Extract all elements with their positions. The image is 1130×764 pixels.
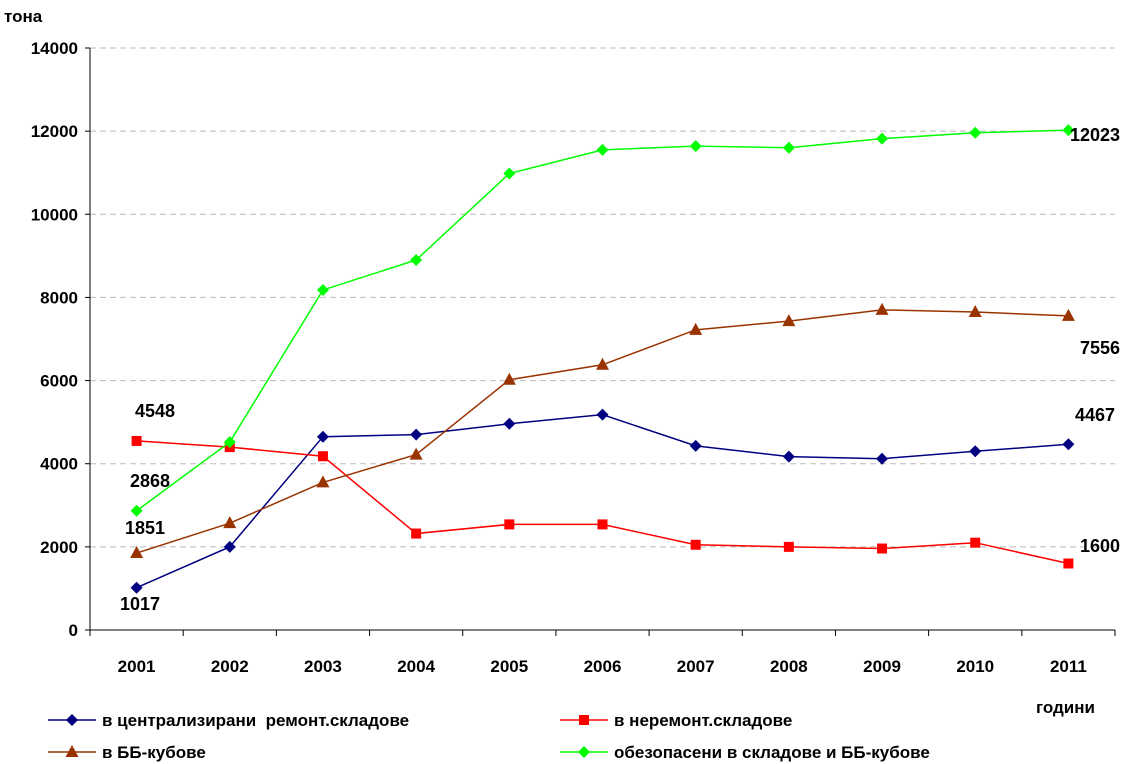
data-label-1-10: 1600 xyxy=(1080,536,1120,556)
x-tick-label-2003: 2003 xyxy=(304,657,342,676)
y-tick-label-3: 6000 xyxy=(40,372,78,391)
point-1-2001 xyxy=(131,435,142,446)
x-tick-label-2008: 2008 xyxy=(770,657,808,676)
legend-item-1: в неремонт.складове xyxy=(560,711,792,730)
point-0-2009 xyxy=(876,452,889,465)
point-3-2008 xyxy=(782,141,795,154)
y-tick-label-6: 12000 xyxy=(31,122,78,141)
axes xyxy=(85,47,1116,636)
legend: в централизирани ремонт.складове в неремо… xyxy=(48,711,930,762)
series-1 xyxy=(131,435,1074,569)
x-tick-label-2007: 2007 xyxy=(677,657,715,676)
point-2-2003 xyxy=(316,475,330,488)
legend-item-0: в централизирани ремонт.складове xyxy=(48,711,409,730)
point-1-2006 xyxy=(597,519,608,530)
y-tick-label-4: 8000 xyxy=(40,288,78,307)
point-1-2004 xyxy=(411,528,422,539)
point-3-2002 xyxy=(223,436,236,449)
point-2-2004 xyxy=(409,447,423,460)
y-tick-label-5: 10000 xyxy=(31,205,78,224)
point-1-2007 xyxy=(690,539,701,550)
gridlines xyxy=(90,47,1115,548)
point-0-2002 xyxy=(223,540,236,553)
x-tick-label-2005: 2005 xyxy=(490,657,528,676)
x-tick-label-2010: 2010 xyxy=(956,657,994,676)
x-tick-label-2001: 2001 xyxy=(118,657,156,676)
point-0-2003 xyxy=(316,430,329,443)
point-1-2010 xyxy=(970,537,981,548)
point-2-2002 xyxy=(223,516,237,529)
point-0-2011 xyxy=(1062,438,1075,451)
point-2-2006 xyxy=(596,357,609,370)
x-tick-label-2009: 2009 xyxy=(863,657,901,676)
series-0 xyxy=(130,408,1075,594)
legend-marker-0 xyxy=(66,714,78,726)
point-2-2007 xyxy=(689,322,703,335)
point-3-2006 xyxy=(596,143,609,156)
point-0-2004 xyxy=(410,428,423,441)
point-2-2011 xyxy=(1061,308,1075,321)
legend-item-3: обезопасени в складове и ББ-кубове xyxy=(560,743,930,762)
x-tick-label-2002: 2002 xyxy=(211,657,249,676)
point-0-2008 xyxy=(782,450,795,463)
series-line-2 xyxy=(136,309,1069,554)
series-line-3 xyxy=(136,129,1069,512)
x-tick-labels: 2001 2002 2003 2004 2005 2006 2007 2008 2009 2010… xyxy=(118,657,1087,676)
point-2-2009 xyxy=(875,302,889,315)
data-label-3-10: 12023 xyxy=(1070,125,1120,145)
legend-label-2: в ББ-кубове xyxy=(102,743,206,762)
x-tick-label-2006: 2006 xyxy=(584,657,622,676)
point-0-2001 xyxy=(130,581,143,594)
y-tick-label-1: 2000 xyxy=(40,538,78,557)
legend-label-0: в централизирани ремонт.складове xyxy=(102,711,409,730)
point-1-2009 xyxy=(877,543,888,554)
point-3-2003 xyxy=(316,283,329,296)
x-axis-label: години xyxy=(1036,698,1095,717)
series-2 xyxy=(130,302,1075,559)
y-tick-label-7: 14000 xyxy=(31,39,78,58)
data-label-0-10: 4467 xyxy=(1075,405,1115,425)
point-3-2001 xyxy=(130,504,143,517)
point-3-2005 xyxy=(503,167,516,180)
point-0-2005 xyxy=(503,417,516,430)
x-tick-label-2011: 2011 xyxy=(1050,657,1087,676)
point-1-2005 xyxy=(504,519,515,530)
legend-marker-1 xyxy=(579,715,589,725)
legend-label-3: обезопасени в складове и ББ-кубове xyxy=(614,743,930,762)
point-0-2007 xyxy=(689,439,702,452)
point-3-2011 xyxy=(1062,124,1075,137)
series-group xyxy=(130,124,1075,594)
data-label-3-0: 2868 xyxy=(130,471,170,491)
y-tick-labels: 0 2000 4000 6000 8000 10000 12000 14000 xyxy=(31,39,78,640)
series-3 xyxy=(130,124,1075,517)
point-1-2011 xyxy=(1063,558,1074,569)
data-label-2-10: 7556 xyxy=(1080,338,1120,358)
point-0-2006 xyxy=(596,408,609,421)
legend-marker-2 xyxy=(65,745,79,757)
y-tick-label-2: 4000 xyxy=(40,455,78,474)
data-label-2-0: 1851 xyxy=(125,518,165,538)
legend-label-1: в неремонт.складове xyxy=(614,711,792,730)
point-0-2010 xyxy=(969,445,982,458)
series-line-0 xyxy=(136,413,1069,589)
point-1-2008 xyxy=(783,541,794,552)
point-3-2007 xyxy=(689,140,702,153)
data-label-1-0: 4548 xyxy=(135,401,175,421)
y-axis-label: тона xyxy=(4,7,43,26)
legend-marker-3 xyxy=(578,746,590,758)
data-label-0-0: 1017 xyxy=(120,594,160,614)
point-2-2005 xyxy=(502,372,516,385)
legend-item-2: в ББ-кубове xyxy=(48,743,206,762)
point-2-2008 xyxy=(782,314,796,327)
point-2-2001 xyxy=(130,546,144,559)
point-1-2003 xyxy=(317,451,328,462)
y-tick-label-0: 0 xyxy=(69,621,78,640)
point-3-2009 xyxy=(876,132,889,145)
point-3-2004 xyxy=(410,254,423,267)
x-tick-label-2004: 2004 xyxy=(397,657,435,676)
point-3-2010 xyxy=(969,126,982,139)
point-2-2010 xyxy=(968,304,982,317)
data-labels: 1017 4467 4548 1600 1851 7556 2868 12023 xyxy=(120,125,1120,614)
